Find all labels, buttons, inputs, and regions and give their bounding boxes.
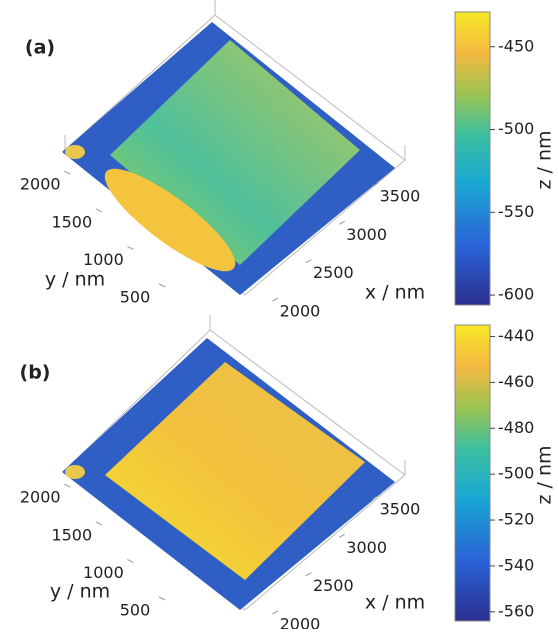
colorbar-tick-label: -520: [498, 510, 534, 529]
x-tick-label: 2500: [313, 263, 354, 282]
x-tick-label: 2000: [280, 615, 321, 629]
x-tick-label: 2500: [313, 576, 354, 595]
surface-ridge: [65, 465, 85, 479]
tick-mark: [306, 573, 312, 576]
colorbar-tick-label: -600: [498, 285, 534, 304]
colorbar-tick-label: -450: [498, 36, 534, 55]
y-tick-label: 2000: [20, 488, 61, 507]
y-axis-label: y / nm: [45, 269, 105, 291]
colorbar-tick-label: -500: [498, 119, 534, 138]
tick-mark: [272, 611, 278, 614]
tick-mark: [64, 484, 70, 487]
colorbar: [455, 12, 490, 305]
y-tick-label: 1500: [51, 525, 92, 544]
tick-mark: [64, 171, 70, 174]
tick-mark: [272, 298, 278, 301]
x-tick-label: 3000: [346, 225, 387, 244]
surface: [105, 362, 365, 580]
y-tick-label: 2000: [20, 175, 61, 194]
surface: [110, 40, 360, 265]
tick-mark: [306, 260, 312, 263]
surface-ridge: [65, 145, 85, 159]
tick-mark: [96, 209, 102, 212]
panel-label: (b): [20, 362, 51, 384]
colorbar-tick-label: -550: [498, 202, 534, 221]
y-tick-label: 500: [120, 288, 151, 307]
x-tick-label: 3000: [346, 538, 387, 557]
y-tick-label: 1000: [83, 563, 124, 582]
y-tick-label: 1000: [83, 250, 124, 269]
tick-mark: [127, 559, 133, 562]
panel: (b) x / nm y / nm 2000 2500 3000 3500 500 1000 15…: [20, 315, 556, 629]
colorbar-tick-label: -480: [498, 418, 534, 437]
colorbar-tick-label: -560: [498, 601, 534, 620]
tick-mark: [159, 284, 165, 287]
colorbar-tick-label: -540: [498, 555, 534, 574]
colorbar-tick-label: -440: [498, 326, 534, 345]
tick-mark: [339, 534, 345, 537]
y-tick-label: 1500: [51, 212, 92, 231]
figure: (a) x / nm y / nm 2000 2500 3000 3500 500 1000 15…: [0, 0, 558, 629]
colorbar-tick-label: -500: [498, 464, 534, 483]
colorbar-label: z / nm: [534, 445, 556, 504]
panel: (a) x / nm y / nm 2000 2500 3000 3500 500 1000 15…: [20, 0, 556, 321]
tick-mark: [127, 246, 133, 249]
tick-mark: [159, 597, 165, 600]
tick-mark: [339, 221, 345, 224]
colorbar-label: z / nm: [534, 130, 556, 189]
panel-label: (a): [25, 37, 55, 59]
colorbar-tick-label: -460: [498, 372, 534, 391]
x-axis-label: x / nm: [365, 282, 425, 304]
x-tick-label: 2000: [280, 302, 321, 321]
x-axis-label: x / nm: [365, 592, 425, 614]
y-axis-label: y / nm: [50, 581, 110, 603]
x-tick-label: 3500: [380, 500, 421, 519]
y-tick-label: 500: [120, 601, 151, 620]
x-tick-label: 3500: [380, 187, 421, 206]
tick-mark: [96, 522, 102, 525]
colorbar: [455, 325, 490, 621]
